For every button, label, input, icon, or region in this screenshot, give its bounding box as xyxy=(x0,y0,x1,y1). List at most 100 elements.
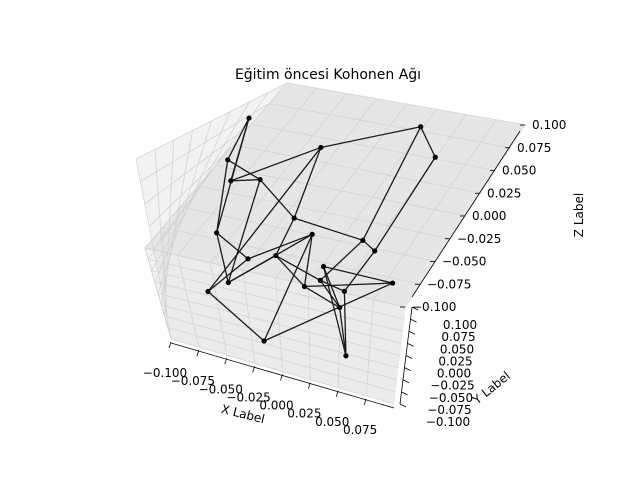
grid-line-z-right xyxy=(162,226,422,285)
grid-line-z-left xyxy=(161,206,181,295)
network-edge xyxy=(230,146,322,182)
network-node xyxy=(225,157,231,163)
z-axis-label: Z Label xyxy=(572,193,586,237)
network-edge xyxy=(263,282,393,342)
grid-line-y-floor xyxy=(167,327,396,393)
grid-line-z-left xyxy=(144,123,252,205)
network-edge xyxy=(207,291,265,342)
grid-line-z-right xyxy=(251,123,497,171)
grid-line-z-left xyxy=(135,82,288,160)
chart-title: Eğitim öncesi Kohonen Ağı xyxy=(235,67,421,83)
network-edge xyxy=(259,179,295,219)
x-tick-mark xyxy=(224,358,228,365)
network-node xyxy=(246,115,252,121)
network-edge xyxy=(322,266,341,308)
x-tick-label: −0.050 xyxy=(199,382,243,396)
network-edge xyxy=(323,265,393,284)
y-tick-label: 0.100 xyxy=(443,318,477,332)
y-tick-label: −0.100 xyxy=(426,415,470,429)
grid-line-z-right xyxy=(269,103,512,149)
y-tick-mark xyxy=(399,403,407,408)
x-tick-label: 0.050 xyxy=(315,415,349,429)
x-tick-mark xyxy=(307,382,311,389)
network-node xyxy=(317,277,323,283)
x-tick-mark xyxy=(168,341,172,349)
network-node xyxy=(343,353,349,359)
y-tick-mark xyxy=(408,330,416,335)
network-node xyxy=(390,280,396,286)
network-edge xyxy=(304,282,393,288)
x-tick-label: −0.075 xyxy=(171,374,215,388)
z-tick-label: 0.075 xyxy=(517,141,551,155)
x-tick-label: 0.000 xyxy=(259,399,293,413)
y-tick-label: 0.000 xyxy=(437,367,471,381)
grid-line-y-floor xyxy=(151,270,404,332)
y-tick-mark xyxy=(404,367,411,371)
network-edge xyxy=(293,147,322,219)
network-edge xyxy=(319,239,364,281)
floor-pane xyxy=(145,248,406,404)
network-edge xyxy=(247,233,313,260)
network-edge xyxy=(227,117,250,161)
network-edge xyxy=(320,126,421,149)
network-edge xyxy=(374,156,436,252)
network-node xyxy=(320,263,327,270)
y-axis-label: Y Label xyxy=(469,369,512,408)
tick-labels: −0.100−0.075−0.050−0.0250.0000.0250.0500… xyxy=(143,118,567,437)
y-tick-mark xyxy=(402,379,410,384)
y-tick-mark xyxy=(410,318,417,323)
network-edge xyxy=(263,234,313,342)
network-edge xyxy=(207,147,322,292)
network-edge xyxy=(275,217,295,256)
grid-line-z-right xyxy=(180,206,437,262)
grid-line-y-floor xyxy=(148,258,405,320)
network-edge xyxy=(216,232,229,283)
network-edge xyxy=(293,217,364,241)
network-edge xyxy=(207,258,249,293)
network-node xyxy=(309,231,315,237)
network-edge xyxy=(216,159,229,233)
z-tick-label: 0.025 xyxy=(487,186,521,200)
grid-line-z-right xyxy=(286,82,527,126)
network-edge xyxy=(420,126,436,158)
y-tick-mark xyxy=(405,355,413,359)
x-tick-mark xyxy=(363,398,367,406)
z-axis-line xyxy=(411,130,521,298)
network-edge xyxy=(322,266,347,356)
network-edge xyxy=(275,255,305,287)
z-tick-label: 0.050 xyxy=(502,164,536,178)
network-node xyxy=(337,304,343,311)
x-tick-mark xyxy=(280,374,283,381)
network-edge xyxy=(216,232,249,260)
x-tick-mark xyxy=(335,390,339,397)
network-node xyxy=(257,176,263,183)
x-tick-label: −0.100 xyxy=(143,366,187,380)
network-edge xyxy=(339,307,347,356)
grid-line-z-right xyxy=(233,144,482,194)
z-tick-label: −0.025 xyxy=(457,232,501,246)
grid-line-z-left xyxy=(148,144,235,227)
grid-line-y-floor xyxy=(154,281,402,344)
network-node xyxy=(228,178,234,184)
network-node xyxy=(245,256,251,262)
network-node xyxy=(418,124,424,130)
network-edges xyxy=(207,117,436,356)
network-edge xyxy=(343,291,347,356)
network-edge xyxy=(304,285,340,309)
y-tick-label: 0.025 xyxy=(438,354,472,368)
grid-line-z-left xyxy=(162,227,168,317)
z-tick-label: 0.100 xyxy=(532,118,566,132)
y-tick-mark xyxy=(407,343,414,347)
x-tick-mark xyxy=(196,349,200,357)
grid-line-z-left xyxy=(153,165,217,250)
x-tick-label: 0.025 xyxy=(287,407,321,421)
y-tick-label: −0.050 xyxy=(429,391,473,405)
x-tick-label: 0.075 xyxy=(343,423,377,437)
z-tick-label: −0.075 xyxy=(427,277,471,291)
network-node xyxy=(301,283,308,290)
grid-line-z-left xyxy=(144,247,172,340)
network-node xyxy=(273,252,279,259)
network-node xyxy=(432,154,438,160)
